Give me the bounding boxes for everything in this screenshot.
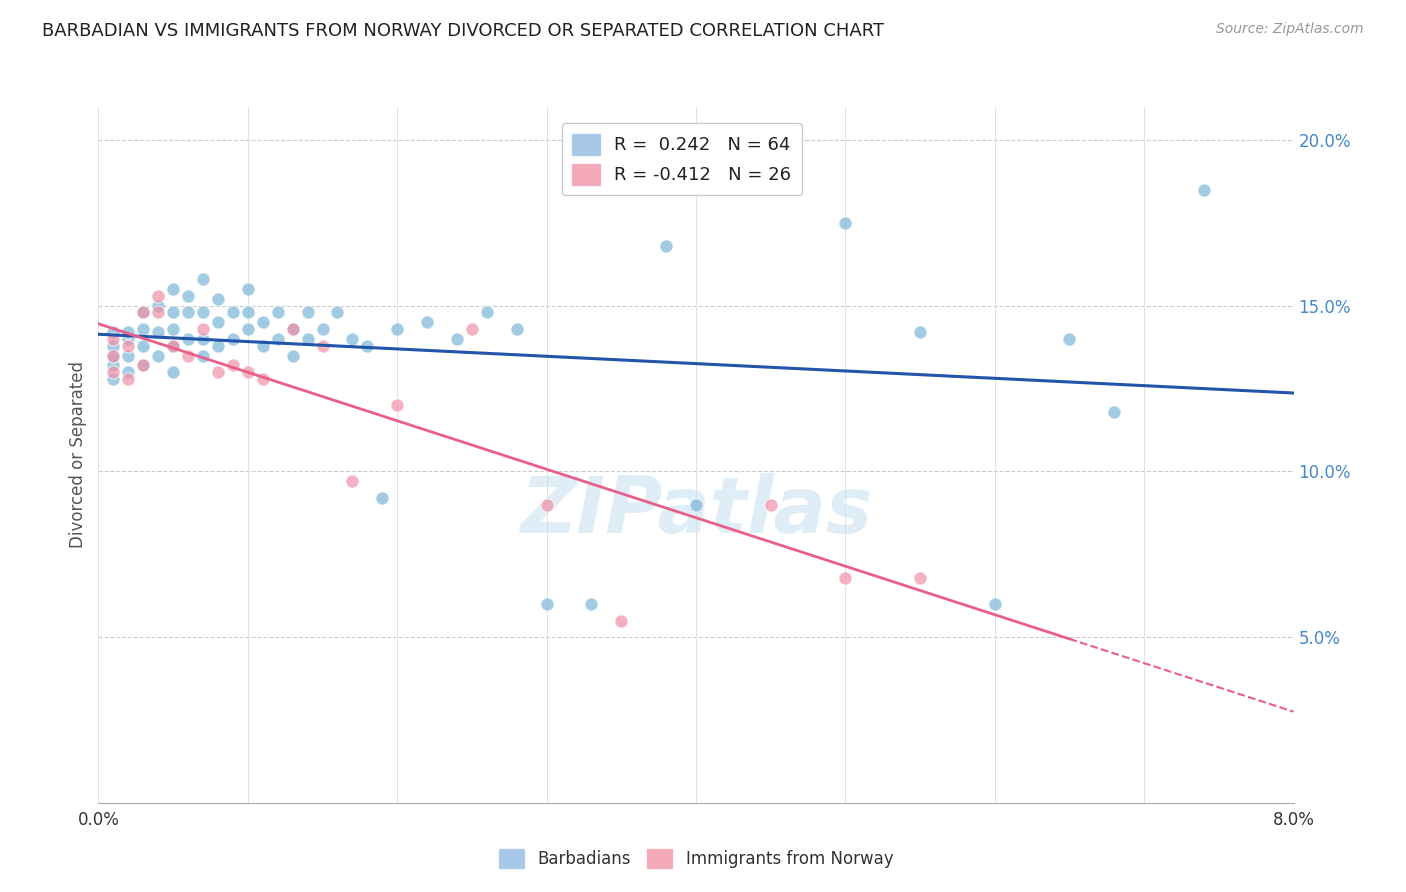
Point bbox=[117, 332, 139, 346]
Point bbox=[1059, 332, 1081, 346]
Point bbox=[983, 597, 1005, 611]
Point bbox=[177, 289, 200, 303]
Point bbox=[222, 305, 245, 319]
Point bbox=[222, 359, 245, 373]
Point bbox=[117, 338, 139, 352]
Point bbox=[191, 272, 214, 286]
Point bbox=[536, 597, 558, 611]
Point bbox=[117, 326, 139, 340]
Point bbox=[236, 305, 259, 319]
Point bbox=[148, 289, 170, 303]
Point bbox=[132, 359, 155, 373]
Point bbox=[191, 322, 214, 336]
Point bbox=[132, 305, 155, 319]
Point bbox=[326, 305, 349, 319]
Point bbox=[536, 498, 558, 512]
Point bbox=[267, 332, 290, 346]
Text: ZIPatlas: ZIPatlas bbox=[520, 473, 872, 549]
Text: Source: ZipAtlas.com: Source: ZipAtlas.com bbox=[1216, 22, 1364, 37]
Point bbox=[132, 359, 155, 373]
Point bbox=[759, 498, 782, 512]
Point bbox=[103, 349, 125, 363]
Legend: Barbadians, Immigrants from Norway: Barbadians, Immigrants from Norway bbox=[492, 842, 900, 874]
Point bbox=[342, 475, 364, 489]
Point bbox=[103, 332, 125, 346]
Point bbox=[581, 597, 603, 611]
Point bbox=[191, 349, 214, 363]
Point bbox=[311, 322, 333, 336]
Point bbox=[103, 326, 125, 340]
Point bbox=[162, 338, 184, 352]
Point bbox=[908, 570, 931, 584]
Point bbox=[685, 498, 707, 512]
Point bbox=[371, 491, 394, 505]
Point bbox=[1102, 405, 1125, 419]
Point bbox=[117, 365, 139, 379]
Point bbox=[162, 338, 184, 352]
Point bbox=[191, 332, 214, 346]
Text: BARBADIAN VS IMMIGRANTS FROM NORWAY DIVORCED OR SEPARATED CORRELATION CHART: BARBADIAN VS IMMIGRANTS FROM NORWAY DIVO… bbox=[42, 22, 884, 40]
Point bbox=[162, 305, 184, 319]
Point bbox=[342, 332, 364, 346]
Point bbox=[103, 365, 125, 379]
Point bbox=[207, 365, 229, 379]
Point bbox=[252, 338, 274, 352]
Point bbox=[117, 372, 139, 386]
Point bbox=[610, 614, 633, 628]
Y-axis label: Divorced or Separated: Divorced or Separated bbox=[69, 361, 87, 549]
Point bbox=[446, 332, 468, 346]
Point bbox=[177, 332, 200, 346]
Point bbox=[506, 322, 529, 336]
Point bbox=[132, 322, 155, 336]
Point bbox=[207, 292, 229, 306]
Point bbox=[132, 305, 155, 319]
Point bbox=[207, 338, 229, 352]
Point bbox=[236, 322, 259, 336]
Point bbox=[297, 332, 319, 346]
Point bbox=[461, 322, 484, 336]
Point bbox=[475, 305, 498, 319]
Point bbox=[148, 305, 170, 319]
Point bbox=[222, 332, 245, 346]
Point bbox=[655, 239, 678, 253]
Point bbox=[252, 315, 274, 329]
Point bbox=[103, 359, 125, 373]
Point bbox=[252, 372, 274, 386]
Point bbox=[908, 326, 931, 340]
Point bbox=[162, 322, 184, 336]
Point bbox=[297, 305, 319, 319]
Point bbox=[267, 305, 290, 319]
Point bbox=[834, 570, 856, 584]
Point bbox=[356, 338, 378, 352]
Point bbox=[281, 349, 304, 363]
Point bbox=[311, 338, 333, 352]
Point bbox=[281, 322, 304, 336]
Point bbox=[162, 282, 184, 296]
Point bbox=[236, 365, 259, 379]
Point bbox=[117, 349, 139, 363]
Point bbox=[132, 338, 155, 352]
Point bbox=[281, 322, 304, 336]
Point bbox=[103, 338, 125, 352]
Point bbox=[207, 315, 229, 329]
Point bbox=[148, 349, 170, 363]
Point bbox=[191, 305, 214, 319]
Point bbox=[834, 216, 856, 230]
Point bbox=[148, 326, 170, 340]
Point bbox=[177, 349, 200, 363]
Point bbox=[177, 305, 200, 319]
Point bbox=[148, 299, 170, 313]
Point bbox=[385, 322, 409, 336]
Point bbox=[103, 349, 125, 363]
Point bbox=[162, 365, 184, 379]
Point bbox=[385, 398, 409, 412]
Point bbox=[236, 282, 259, 296]
Point bbox=[416, 315, 439, 329]
Point bbox=[103, 372, 125, 386]
Point bbox=[1192, 183, 1215, 197]
